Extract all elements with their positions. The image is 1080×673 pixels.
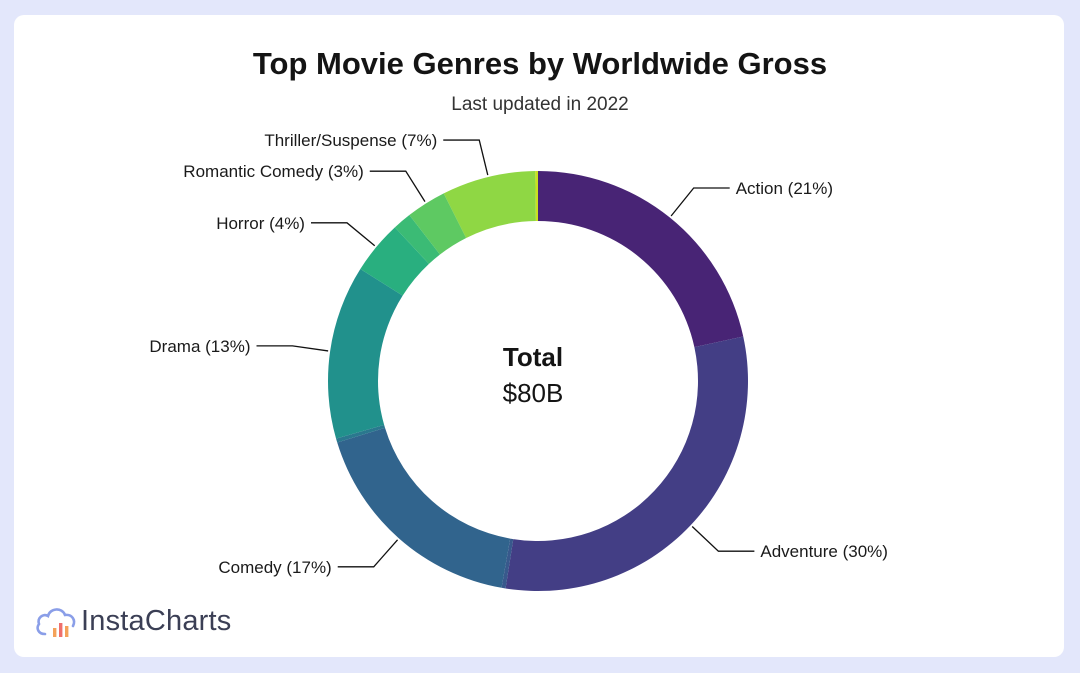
center-total-title: Total [502, 342, 564, 372]
leader-line-comedy [337, 539, 399, 568]
slice-comedy[interactable] [337, 427, 511, 588]
chart-title: Top Movie Genres by Worldwide Gross [252, 46, 828, 81]
slice-drama[interactable] [328, 269, 403, 439]
slice-label-thriller-suspense: Thriller/Suspense (7%) [264, 131, 437, 150]
brand-logo: InstaCharts [35, 600, 232, 642]
slice-adventure[interactable] [505, 336, 749, 591]
slice-minor-4[interactable] [336, 424, 386, 443]
slice-minor-10[interactable] [535, 171, 538, 222]
slice-action[interactable] [538, 171, 744, 348]
slice-thriller-suspense[interactable] [443, 171, 536, 239]
leader-line-adventure [691, 526, 755, 552]
slice-minor-7[interactable] [394, 215, 440, 264]
leader-line-romantic-comedy [369, 170, 426, 202]
leader-line-horror [310, 222, 376, 247]
slice-label-action: Action (21%) [736, 179, 833, 198]
slice-label-comedy: Comedy (17%) [218, 558, 331, 577]
slice-romantic-comedy[interactable] [409, 193, 467, 255]
slice-minor-2[interactable] [501, 538, 514, 589]
leader-line-drama [256, 345, 329, 352]
slice-label-drama: Drama (13%) [149, 337, 250, 356]
leader-line-thriller-suspense [443, 139, 489, 176]
cloud-chart-icon [36, 608, 76, 637]
brand-name: InstaCharts [81, 604, 232, 637]
leader-line-action [670, 187, 730, 217]
slice-label-horror: Horror (4%) [216, 214, 305, 233]
slice-label-romantic-comedy: Romantic Comedy (3%) [183, 162, 363, 181]
slice-horror[interactable] [360, 227, 429, 296]
center-total-value: $80B [502, 378, 564, 408]
slice-label-adventure: Adventure (30%) [760, 542, 888, 561]
chart-subtitle: Last updated in 2022 [451, 94, 629, 115]
